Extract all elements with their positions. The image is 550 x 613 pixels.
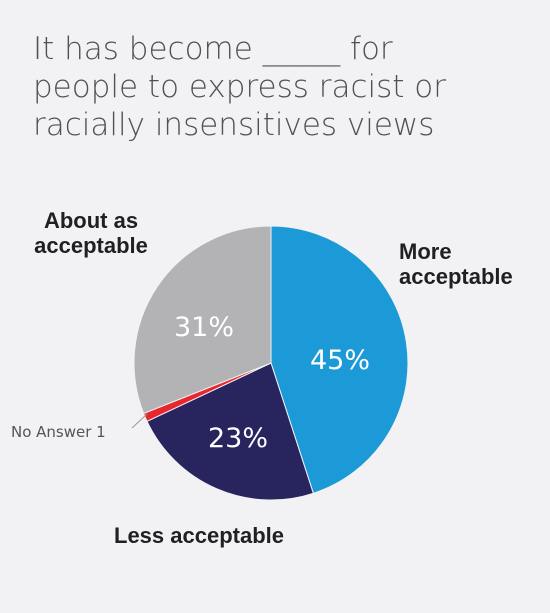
category-label-about-as-acceptable-line-2: acceptable — [34, 233, 148, 258]
data-label-less-acceptable: 23% — [208, 423, 268, 454]
title-line-2: people to express racist or — [33, 69, 447, 105]
category-label-more-acceptable-line-2: acceptable — [399, 264, 513, 289]
data-label-about-as-acceptable: 31% — [174, 312, 234, 343]
category-label-more-acceptable-line-1: More — [399, 239, 452, 264]
no-answer-leader-line — [131, 413, 148, 429]
category-label-less-acceptable: Less acceptable — [114, 523, 284, 548]
slice-more-acceptable — [270, 225, 409, 494]
slice-about-as-acceptable — [133, 225, 272, 415]
slice-less-acceptable — [146, 362, 314, 501]
category-label-no-answer: No Answer 1 — [11, 423, 106, 441]
title-line-1: It has become _____ for — [33, 31, 393, 67]
data-label-more-acceptable: 45% — [310, 345, 370, 376]
category-label-about-as-acceptable-line-1: About as — [44, 208, 138, 233]
title-line-3: racially insensitives views — [33, 107, 435, 143]
chart-title: It has become _____ for people to expres… — [33, 30, 543, 144]
